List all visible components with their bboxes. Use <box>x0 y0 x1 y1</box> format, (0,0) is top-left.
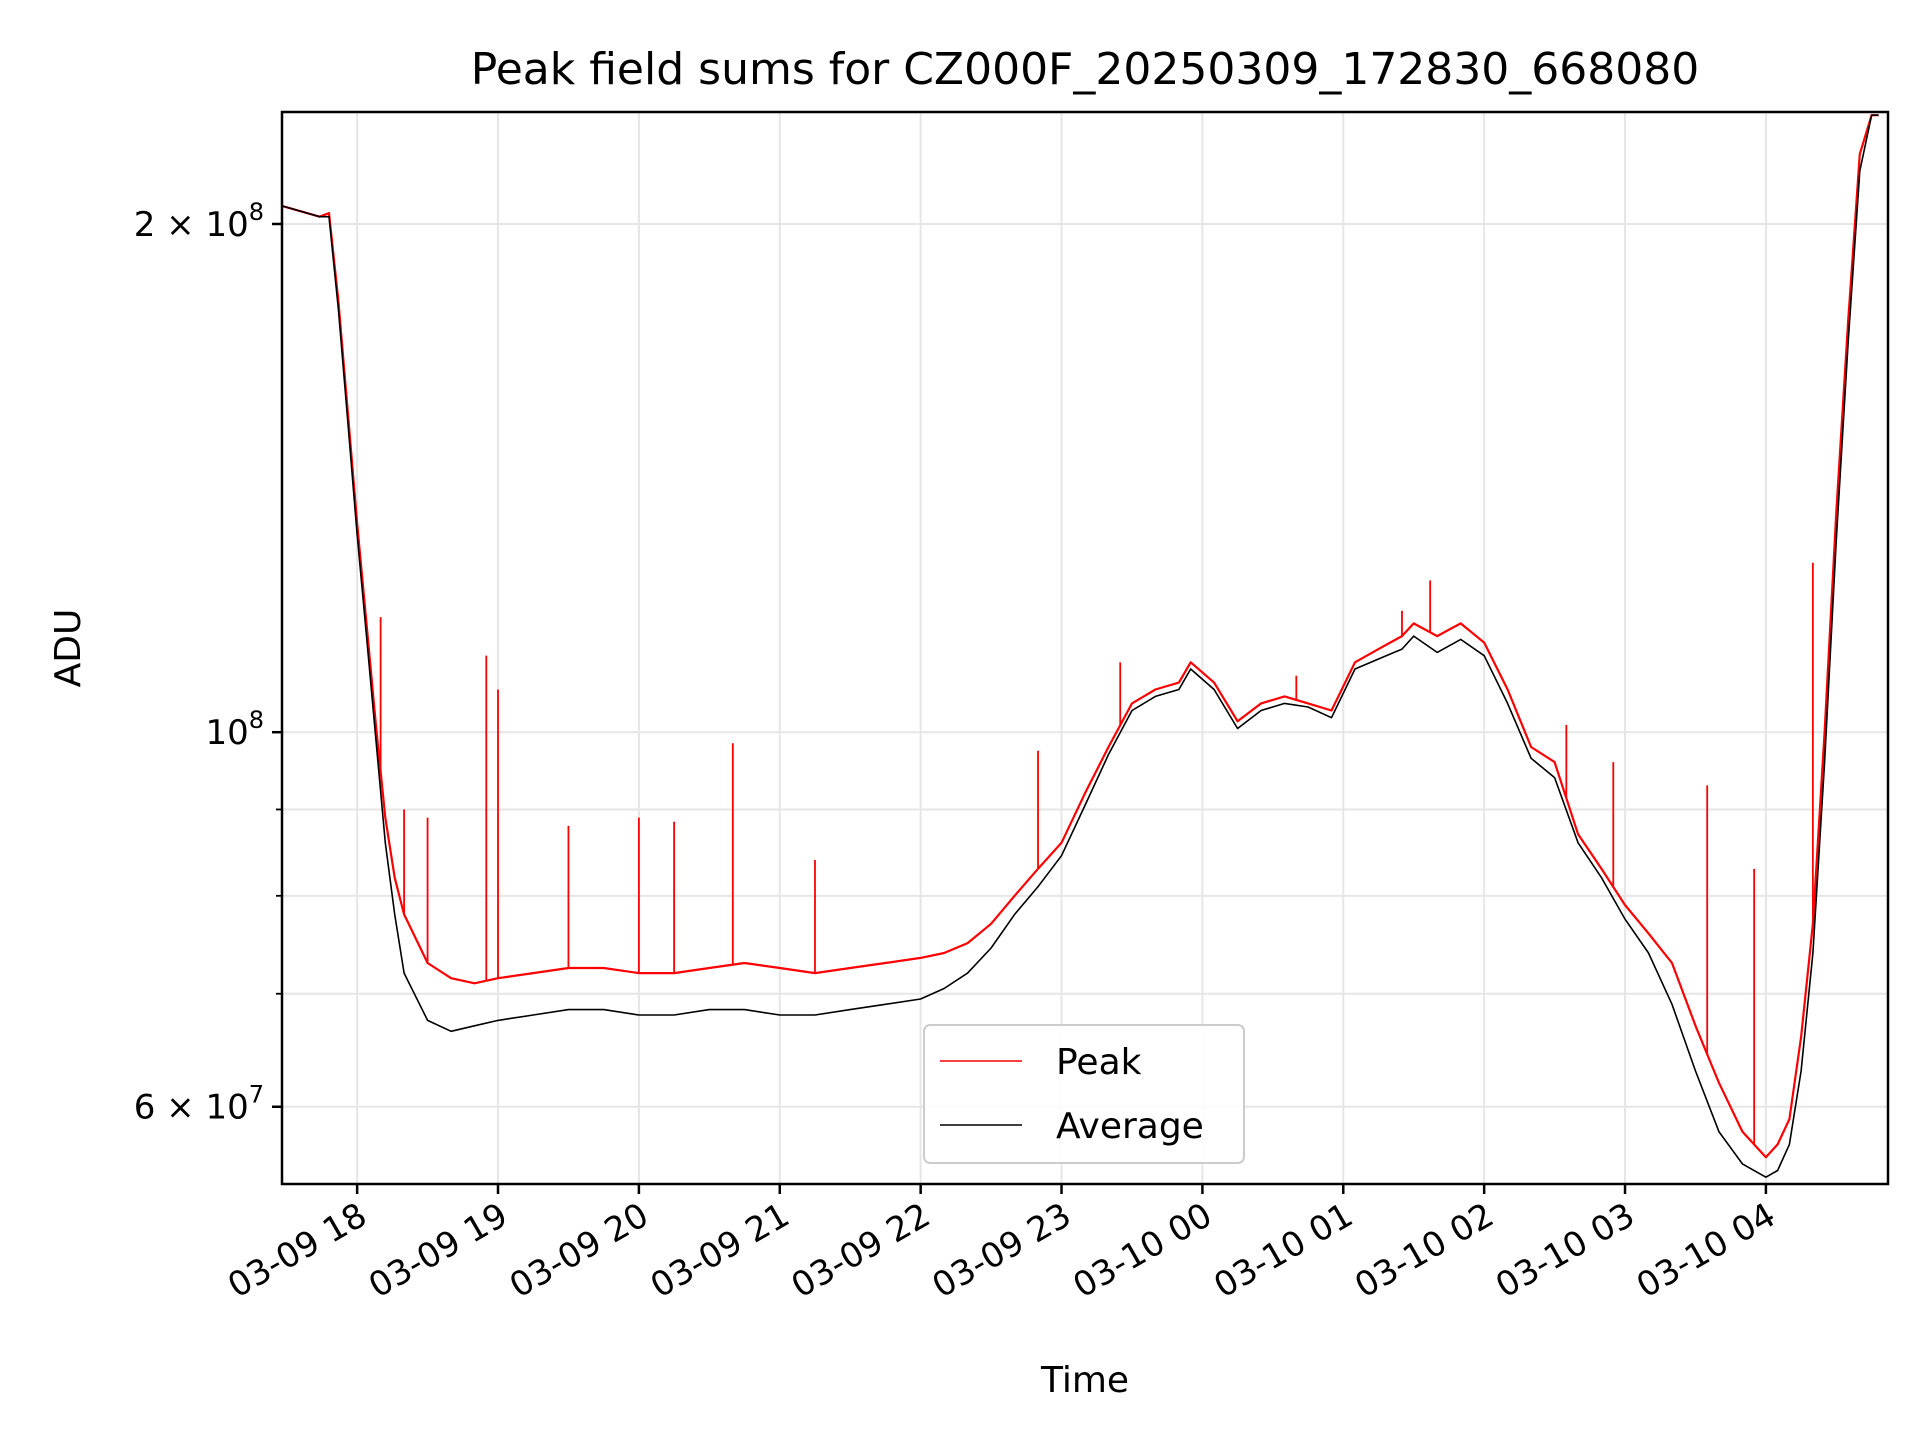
series-line-average <box>281 114 1879 1178</box>
y-tick-label: 6 × 107 <box>134 1081 264 1128</box>
chart-title: Peak field sums for CZ000F_20250309_1728… <box>471 44 1700 95</box>
y-tick-label: 108 <box>205 706 264 753</box>
series-line-peak <box>281 114 1879 1159</box>
grid <box>282 112 1888 1184</box>
series-layer <box>281 114 1879 1178</box>
legend-label-average: Average <box>1056 1106 1204 1147</box>
y-axis-label: ADU <box>48 609 89 688</box>
legend: Peak Average <box>923 1024 1245 1164</box>
legend-label-peak: Peak <box>1056 1042 1142 1083</box>
legend-box <box>923 1024 1245 1164</box>
x-axis-label: Time <box>1040 1360 1129 1401</box>
y-tick-label: 2 × 108 <box>134 198 264 245</box>
plot-frame <box>280 110 1890 1186</box>
